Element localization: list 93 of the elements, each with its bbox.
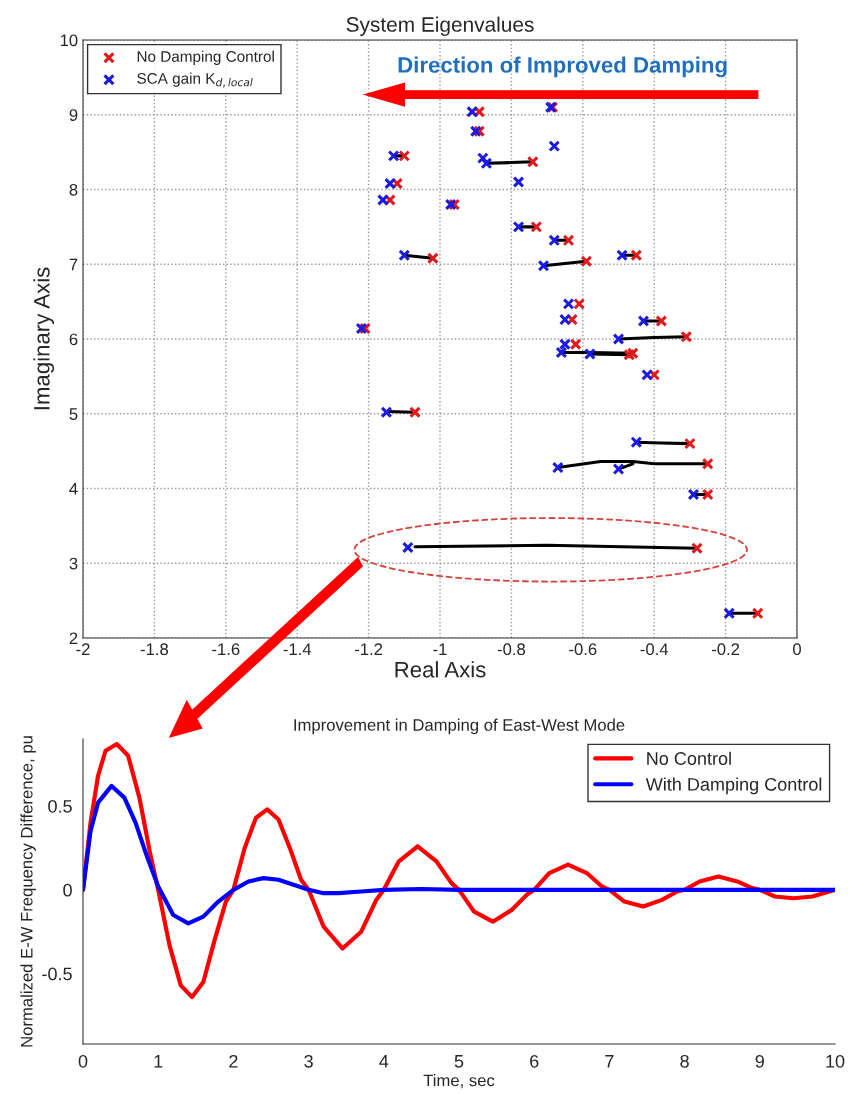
x-tick-label: -0.8: [497, 643, 526, 656]
x-tick-label: -0.2: [711, 643, 740, 656]
y-tick-label: 7: [69, 258, 78, 271]
point: [580, 255, 593, 268]
point: [701, 457, 714, 470]
point: [612, 333, 625, 345]
y-tick-label: 0.5: [48, 799, 72, 813]
x-tick-label: 4: [379, 1055, 389, 1068]
x-tick-label: 3: [304, 1054, 313, 1068]
x-tick-label: -1.4: [283, 643, 312, 655]
point: [630, 249, 643, 262]
point: [559, 313, 571, 326]
annotation: Direction of Improved Damping: [398, 56, 727, 78]
x-tick-label: 0: [78, 1054, 88, 1068]
point: [476, 152, 489, 165]
point: [380, 406, 393, 419]
point: [426, 252, 439, 265]
point: [562, 297, 575, 310]
y-tick-label: -0.5: [42, 967, 72, 981]
point: [551, 461, 564, 474]
x-tick-label: 5: [454, 1055, 464, 1068]
point: [355, 322, 368, 335]
point: [691, 542, 703, 555]
legend-label: No Control: [647, 751, 731, 765]
y-tick-label: 3: [69, 557, 78, 570]
point: [655, 315, 668, 327]
point: [701, 488, 714, 501]
point: [559, 338, 571, 351]
point: [687, 488, 700, 501]
x-tick-label: 10: [826, 1054, 845, 1068]
point: [751, 607, 764, 620]
x-tick-label: 6: [530, 1054, 539, 1068]
y-tick-label: 2: [69, 632, 78, 645]
point: [548, 140, 561, 153]
point: [584, 348, 596, 360]
point: [444, 198, 457, 211]
point: [569, 338, 582, 351]
chart-title: Improvement in Damping of East-West Mode: [294, 718, 625, 735]
x-tick-label: 0: [793, 643, 801, 656]
point: [469, 125, 482, 138]
chart-title: System Eigenvalues: [346, 16, 534, 36]
point: [480, 157, 493, 170]
x-axis-title: Real Axis: [395, 661, 486, 678]
y-tick-label: 9: [69, 109, 78, 121]
y-axis-title: Imaginary Axis: [33, 267, 55, 410]
point: [637, 315, 650, 327]
x-tick-label: -1.8: [140, 643, 169, 656]
x-tick-label: -1.2: [354, 643, 383, 655]
point: [466, 105, 479, 118]
point: [512, 176, 525, 188]
legend-label: With Damping Control: [645, 777, 822, 795]
point: [387, 149, 400, 162]
x-axis-title: Time, sec: [423, 1074, 495, 1089]
y-tick-label: 8: [69, 183, 78, 196]
point: [680, 330, 693, 343]
point: [384, 177, 396, 190]
point: [641, 368, 653, 381]
point: [530, 220, 543, 233]
legend-label: No Damping Control: [137, 50, 274, 65]
point: [398, 249, 411, 262]
legend-label: SCA gain K$_{d,local}$: [137, 72, 253, 88]
x-tick-label: 9: [755, 1054, 764, 1068]
point: [398, 149, 411, 162]
y-tick-label: 6: [69, 333, 78, 346]
y-tick-label: 10: [60, 34, 78, 47]
point: [612, 463, 625, 475]
point: [537, 259, 550, 272]
x-tick-label: -0.6: [569, 643, 597, 656]
point: [409, 406, 421, 419]
point: [526, 155, 539, 168]
x-tick-label: 8: [680, 1054, 689, 1068]
y-tick-label: 4: [69, 483, 78, 495]
point: [401, 541, 414, 554]
point: [573, 297, 586, 310]
point: [630, 436, 643, 449]
x-tick-label: 7: [605, 1055, 614, 1068]
point: [723, 607, 736, 620]
x-tick-label: -0.4: [640, 643, 669, 656]
x-tick-label: 2: [229, 1054, 238, 1068]
point: [555, 346, 568, 359]
x-tick-label: -1.6: [212, 643, 240, 656]
y-tick-label: 0: [63, 883, 72, 897]
y-axis-title: Normalized E-W Frequency Difference, pu: [20, 736, 36, 1047]
point: [562, 234, 575, 247]
point: [512, 220, 525, 233]
y-tick-label: 5: [69, 408, 78, 420]
point: [683, 437, 696, 450]
x-tick-label: 1: [154, 1055, 163, 1068]
point: [616, 249, 628, 262]
x-tick-label: -2: [76, 643, 90, 655]
point: [376, 194, 389, 206]
point: [548, 234, 561, 247]
x-tick-label: -1: [433, 643, 447, 655]
